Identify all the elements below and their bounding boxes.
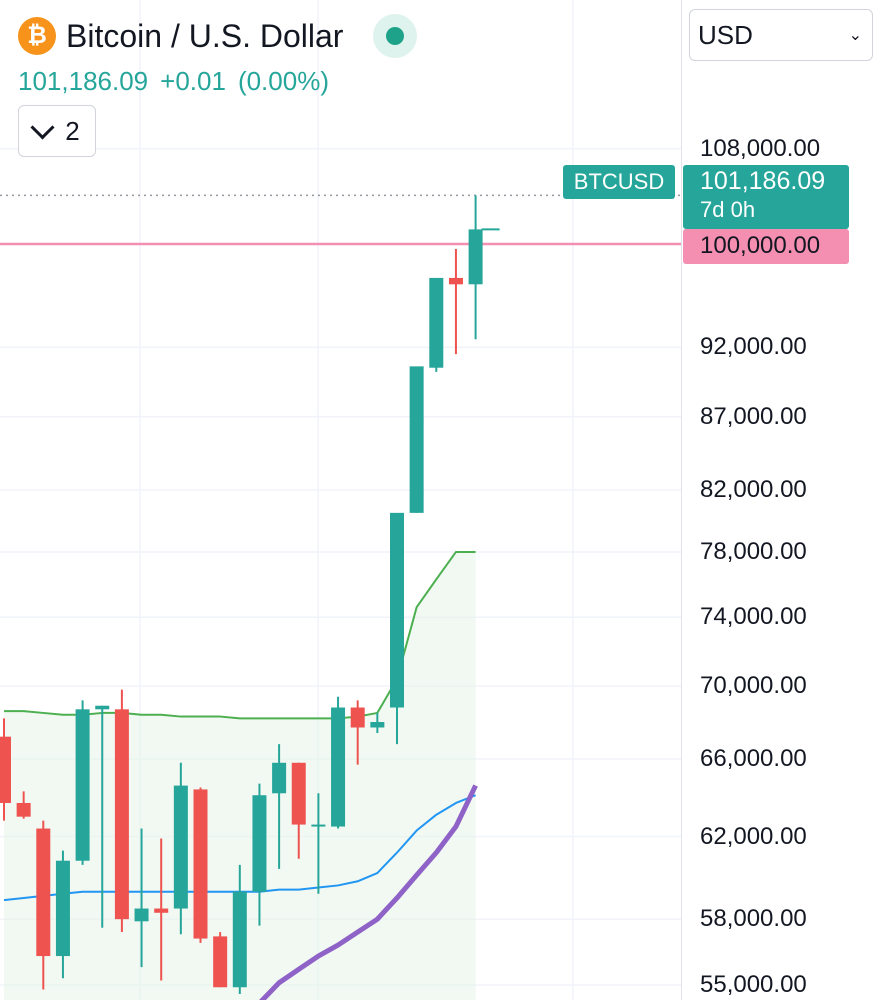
price-axis-tick-label: 82,000.00 xyxy=(700,475,807,503)
candle-body xyxy=(114,709,129,920)
candle-body xyxy=(193,789,208,939)
candle-body xyxy=(55,860,70,957)
market-status-dot-icon[interactable] xyxy=(373,14,418,58)
candle-body xyxy=(0,736,11,803)
candle-body xyxy=(311,824,326,827)
current-price-value: 101,186.09 xyxy=(700,167,826,195)
candle-body xyxy=(16,802,31,817)
candle-body xyxy=(95,705,110,710)
candle-body xyxy=(350,707,365,728)
price-change: +0.01 xyxy=(160,66,226,96)
candle-body xyxy=(252,795,267,892)
price-axis-tick-label: 74,000.00 xyxy=(700,603,807,631)
bitcoin-icon: ₿ xyxy=(18,17,56,55)
price-axis-tick-label: 55,000.00 xyxy=(700,971,807,998)
last-price: 101,186.09 xyxy=(18,66,149,96)
bar-countdown: 7d 0h xyxy=(700,197,756,222)
candle-body xyxy=(173,785,188,909)
candle-body xyxy=(370,722,385,728)
candle-body xyxy=(134,908,149,922)
candle-body xyxy=(448,277,463,285)
candle-body xyxy=(75,709,90,861)
chevron-down-icon: ⌄ xyxy=(848,27,862,44)
price-change-percent: (0.00%) xyxy=(237,66,329,96)
candle-body xyxy=(232,891,247,988)
price-axis-divider xyxy=(681,0,682,1000)
indicators-count: 2 xyxy=(65,115,80,146)
price-axis-tick-label: 62,000.00 xyxy=(700,822,807,850)
candle-body xyxy=(429,277,444,368)
price-axis-tick-label: 87,000.00 xyxy=(700,402,807,430)
candle-body xyxy=(154,908,169,913)
candle-body xyxy=(272,762,287,794)
symbol-price-label: BTCUSD xyxy=(563,165,675,199)
candle-body xyxy=(331,707,346,827)
price-axis-tick-label: 70,000.00 xyxy=(700,672,807,700)
price-axis-tick-label: 78,000.00 xyxy=(700,537,807,565)
price-axis-tick-label: 108,000.00 xyxy=(700,134,821,162)
price-axis-tick-label: 92,000.00 xyxy=(700,333,807,361)
quote-line: 101,186.09 +0.01 (0.00%) xyxy=(18,66,341,97)
candle-body xyxy=(390,512,404,708)
currency-value: USD xyxy=(698,19,753,50)
candle-body xyxy=(409,366,424,513)
price-axis-tick-label: 66,000.00 xyxy=(700,745,807,773)
symbol-title[interactable]: Bitcoin / U.S. Dollar xyxy=(66,17,344,54)
symbol-header[interactable]: ₿ Bitcoin / U.S. Dollar xyxy=(18,14,418,58)
level-line-tag: 100,000.00 xyxy=(683,229,849,264)
indicators-toggle-button[interactable]: 2 xyxy=(18,105,96,157)
currency-select[interactable]: USD ⌄ xyxy=(689,9,873,61)
candle-body xyxy=(213,936,228,988)
level-line-value: 100,000.00 xyxy=(700,232,821,259)
candle-body xyxy=(468,229,483,285)
candle-body xyxy=(291,762,306,825)
chevron-down-icon xyxy=(30,114,55,140)
candle-body xyxy=(36,828,51,957)
current-price-tag: 101,186.09 7d 0h xyxy=(683,165,849,229)
price-axis-tick-label: 58,000.00 xyxy=(700,905,807,933)
moving-average-purple xyxy=(259,784,478,1000)
